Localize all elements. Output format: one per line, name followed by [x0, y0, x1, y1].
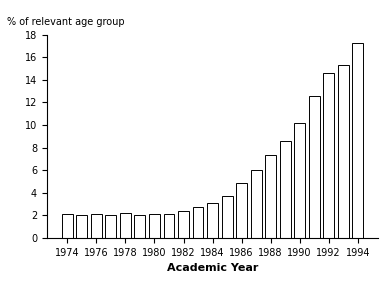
- Bar: [309, 96, 320, 238]
- Bar: [294, 123, 305, 238]
- Text: % of relevant age group: % of relevant age group: [7, 17, 125, 27]
- Bar: [323, 73, 334, 238]
- Bar: [105, 215, 116, 238]
- Bar: [135, 215, 145, 238]
- Bar: [91, 214, 102, 238]
- Bar: [120, 213, 131, 238]
- Bar: [149, 214, 160, 238]
- Bar: [251, 170, 262, 238]
- Bar: [222, 196, 232, 238]
- Bar: [163, 214, 174, 238]
- X-axis label: Academic Year: Academic Year: [167, 263, 258, 273]
- Bar: [62, 214, 73, 238]
- Bar: [178, 211, 189, 238]
- Bar: [352, 43, 363, 238]
- Bar: [236, 182, 247, 238]
- Bar: [193, 207, 204, 238]
- Bar: [265, 155, 276, 238]
- Bar: [76, 215, 87, 238]
- Bar: [338, 65, 349, 238]
- Bar: [280, 141, 291, 238]
- Bar: [207, 203, 218, 238]
